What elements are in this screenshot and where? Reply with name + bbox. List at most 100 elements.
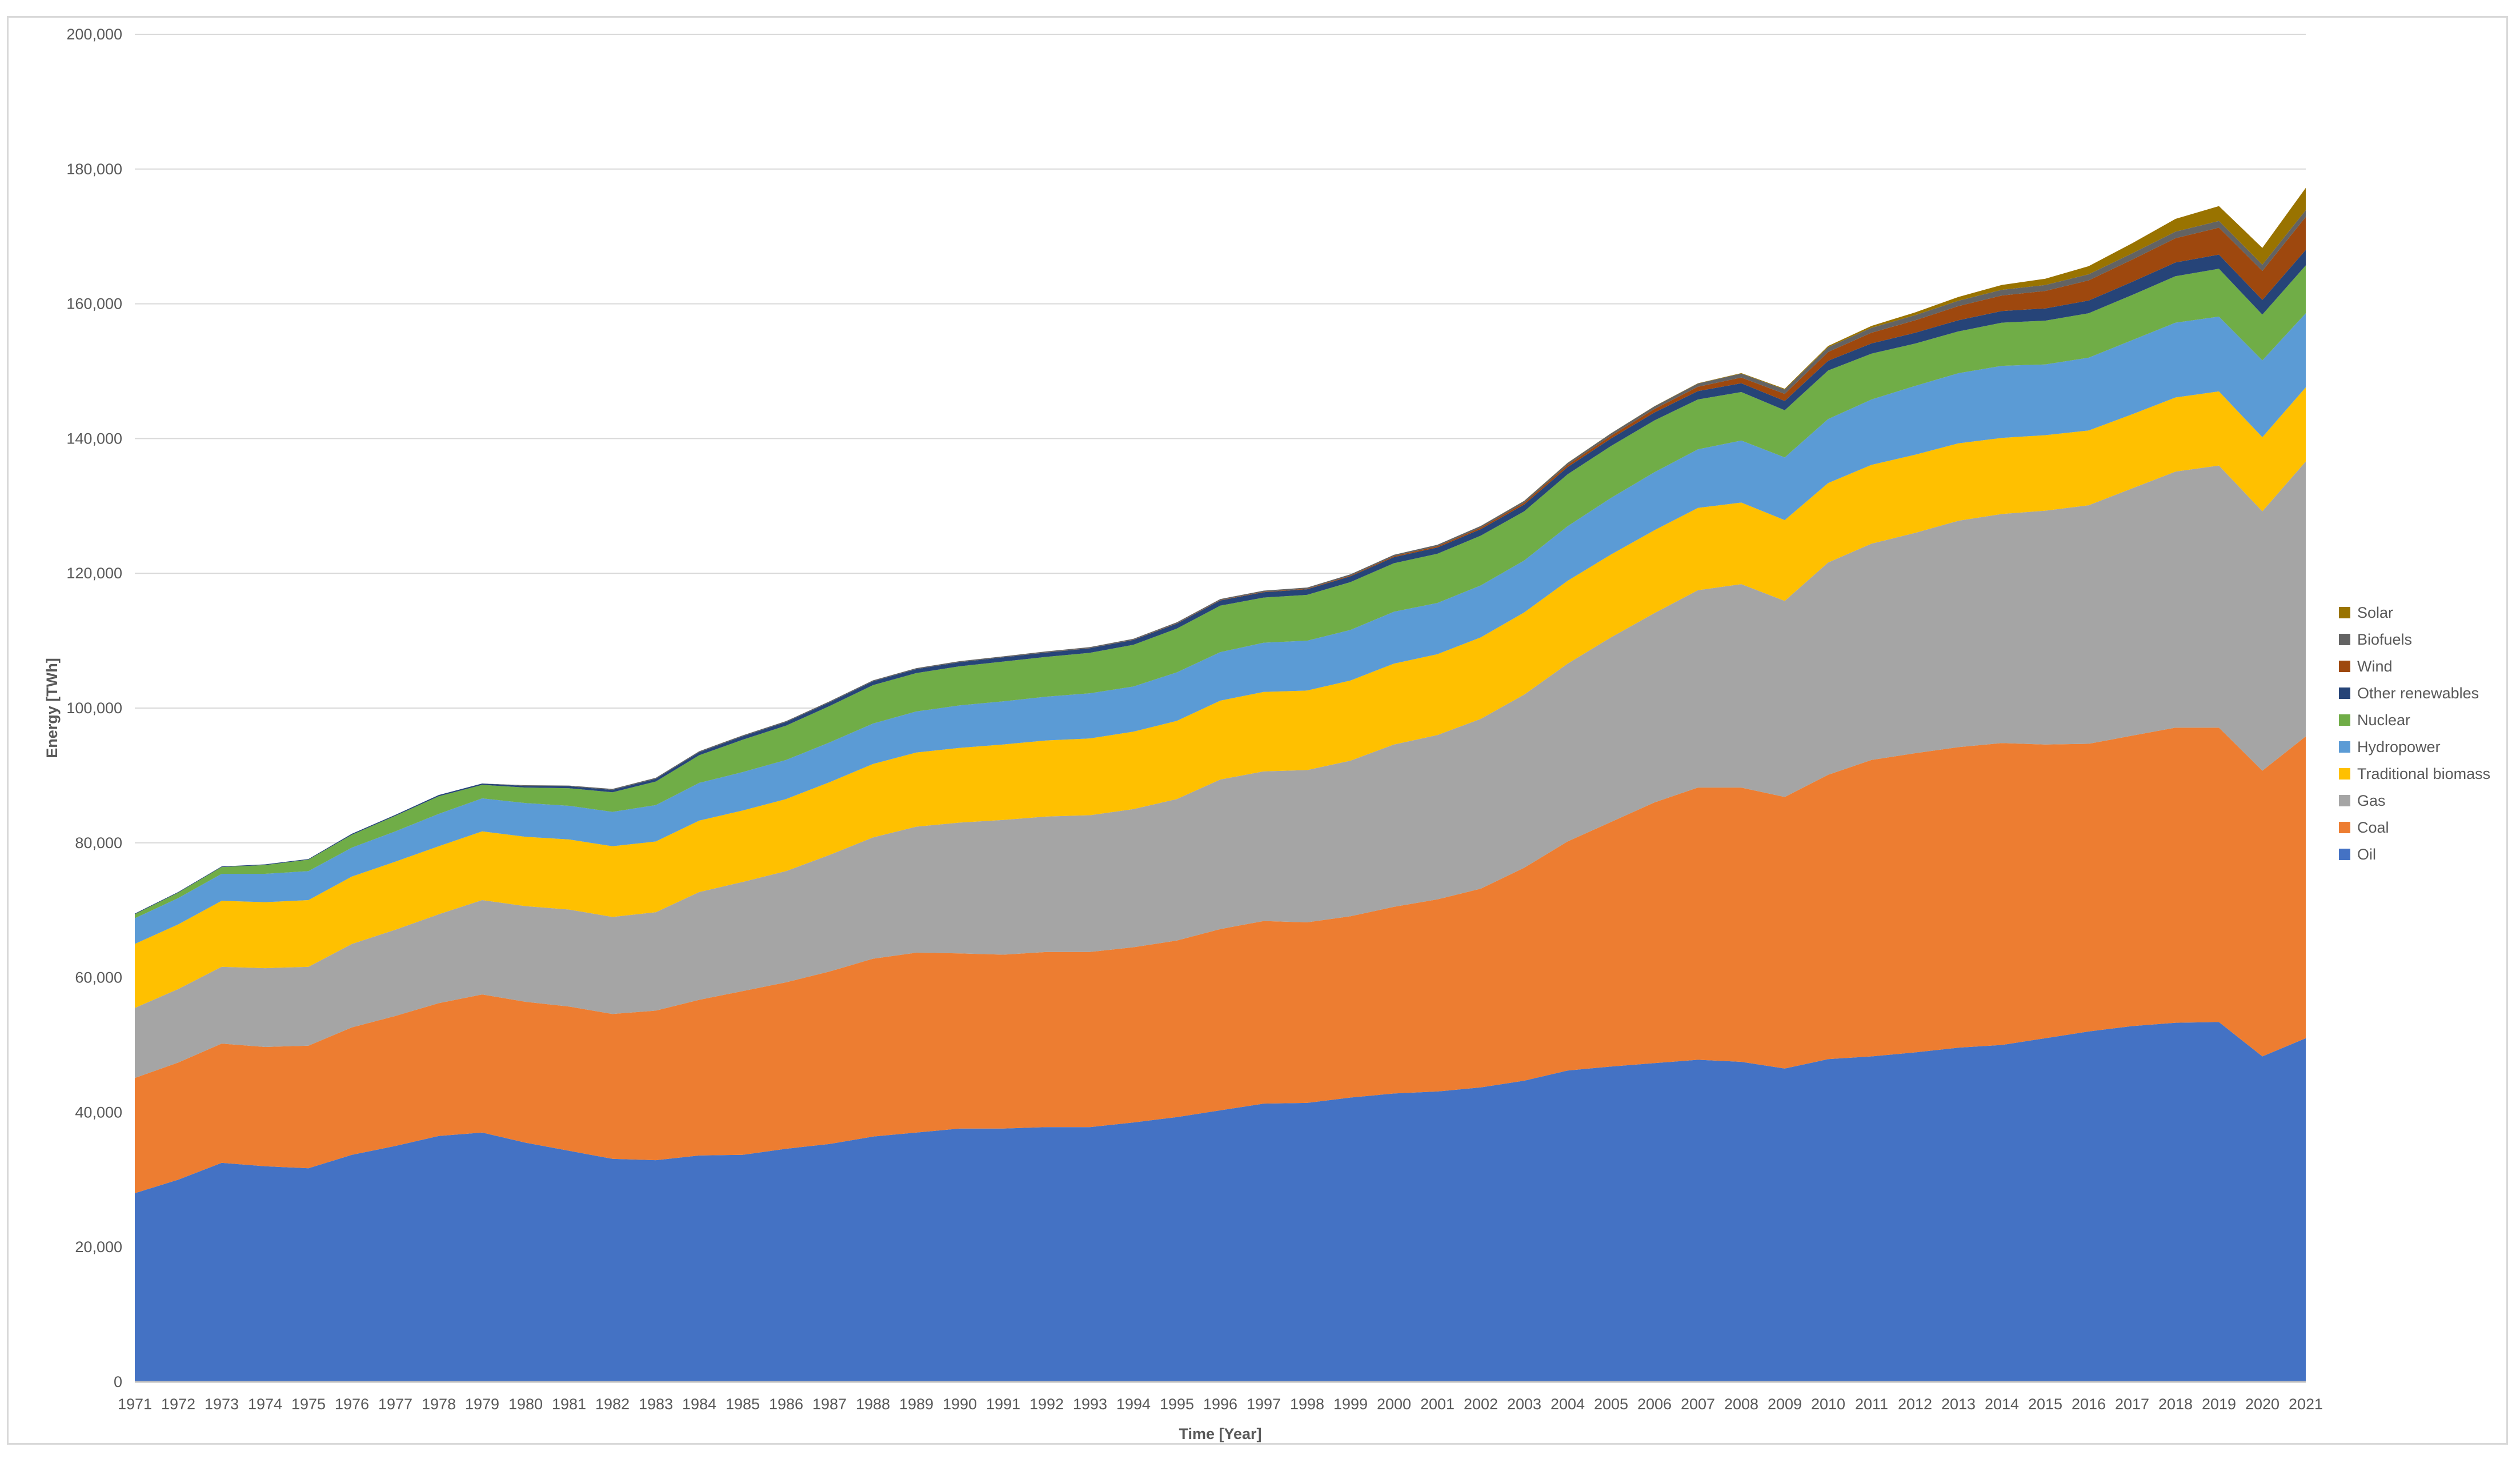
- x-tick-label: 2005: [1594, 1396, 1628, 1413]
- legend-swatch: [2339, 661, 2350, 672]
- x-tick-label: 2007: [1681, 1396, 1715, 1413]
- x-tick-label: 1987: [812, 1396, 847, 1413]
- x-tick-label: 2002: [1464, 1396, 1498, 1413]
- area-wind: [135, 217, 2306, 914]
- legend-swatch: [2339, 607, 2350, 618]
- x-tick-label: 2017: [2115, 1396, 2149, 1413]
- legend-label: Solar: [2357, 604, 2393, 621]
- legend-item-wind: Wind: [2339, 658, 2393, 675]
- y-tick-label: 60,000: [75, 969, 122, 986]
- x-tick-label: 1998: [1290, 1396, 1324, 1413]
- x-tick-label: 1980: [508, 1396, 543, 1413]
- x-tick-label: 1991: [986, 1396, 1020, 1413]
- x-tick-label: 1993: [1073, 1396, 1107, 1413]
- x-tick-label: 1981: [552, 1396, 586, 1413]
- legend: Solar Biofuels Wind Other renewables Nuclear…: [2339, 604, 2490, 863]
- area-hydropower: [135, 313, 2306, 944]
- legend-item-oil: Oil: [2339, 846, 2376, 863]
- x-tick-label: 2004: [1551, 1396, 1585, 1413]
- y-tick-label: 0: [114, 1373, 122, 1390]
- x-tick-label: 1971: [118, 1396, 152, 1413]
- legend-swatch: [2339, 714, 2350, 726]
- legend-swatch: [2339, 741, 2350, 753]
- x-tick-label: 2018: [2158, 1396, 2193, 1413]
- legend-label: Other renewables: [2357, 685, 2479, 702]
- x-tick-label: 2014: [1985, 1396, 2019, 1413]
- x-tick-label: 2016: [2072, 1396, 2106, 1413]
- x-tick-label: 2009: [1768, 1396, 1802, 1413]
- x-tick-label: 2020: [2245, 1396, 2279, 1413]
- y-tick-label: 80,000: [75, 834, 122, 852]
- legend-label: Oil: [2357, 846, 2376, 863]
- legend-swatch: [2339, 768, 2350, 780]
- x-tick-label: 1978: [422, 1396, 456, 1413]
- x-tick-label: 1979: [465, 1396, 499, 1413]
- area-gas: [135, 461, 2306, 1078]
- x-tick-label: 1989: [899, 1396, 934, 1413]
- x-tick-label: 1984: [682, 1396, 716, 1413]
- x-tick-label: 2006: [1637, 1396, 1672, 1413]
- legend-label: Wind: [2357, 658, 2393, 675]
- legend-label: Gas: [2357, 792, 2386, 809]
- x-tick-label: 1992: [1029, 1396, 1064, 1413]
- legend-label: Traditional biomass: [2357, 765, 2490, 782]
- x-tick-label: 2000: [1377, 1396, 1411, 1413]
- legend-item-gas: Gas: [2339, 792, 2386, 809]
- legend-swatch: [2339, 634, 2350, 645]
- legend-label: Biofuels: [2357, 631, 2412, 648]
- x-tick-label: 2008: [1724, 1396, 1758, 1413]
- y-tick-label: 120,000: [66, 565, 122, 582]
- x-tick-label: 1996: [1203, 1396, 1237, 1413]
- x-tick-label: 2011: [1855, 1396, 1888, 1413]
- x-tick-label: 2010: [1811, 1396, 1845, 1413]
- x-tick-label: 1972: [161, 1396, 195, 1413]
- y-tick-label: 160,000: [66, 295, 122, 313]
- x-tick-label: 2019: [2202, 1396, 2236, 1413]
- y-tick-label: 20,000: [75, 1238, 122, 1256]
- x-tick-label: 1988: [856, 1396, 890, 1413]
- legend-label: Coal: [2357, 819, 2389, 836]
- x-tick-label: 2001: [1420, 1396, 1455, 1413]
- y-axis-ticks: 0 20,000 40,000 60,000 80,000 100,000 120,000 1…: [66, 26, 122, 1390]
- legend-label: Nuclear: [2357, 711, 2410, 729]
- legend-item-other-renewables: Other renewables: [2339, 685, 2479, 702]
- legend-item-coal: Coal: [2339, 819, 2389, 836]
- legend-item-solar: Solar: [2339, 604, 2393, 621]
- legend-item-biofuels: Biofuels: [2339, 631, 2412, 648]
- legend-swatch: [2339, 822, 2350, 833]
- area-series: [135, 187, 2306, 1382]
- x-tick-label: 1976: [335, 1396, 369, 1413]
- area-coal: [135, 727, 2306, 1193]
- x-axis-title: Time [Year]: [1179, 1425, 1261, 1442]
- y-tick-label: 40,000: [75, 1104, 122, 1121]
- x-tick-label: 1994: [1116, 1396, 1151, 1413]
- x-tick-label: 1990: [943, 1396, 977, 1413]
- y-tick-label: 140,000: [66, 430, 122, 447]
- x-tick-label: 1985: [726, 1396, 760, 1413]
- x-tick-label: 1973: [205, 1396, 239, 1413]
- x-tick-label: 1974: [248, 1396, 282, 1413]
- area-nuclear: [135, 265, 2306, 918]
- x-tick-label: 1975: [291, 1396, 326, 1413]
- x-tick-label: 1986: [769, 1396, 803, 1413]
- x-tick-label: 2015: [2028, 1396, 2062, 1413]
- y-tick-label: 100,000: [66, 699, 122, 717]
- legend-swatch: [2339, 849, 2350, 860]
- legend-item-hydropower: Hydropower: [2339, 738, 2441, 756]
- x-tick-label: 1999: [1333, 1396, 1368, 1413]
- x-tick-label: 2012: [1898, 1396, 1932, 1413]
- x-tick-label: 2013: [1941, 1396, 1976, 1413]
- legend-swatch: [2339, 687, 2350, 699]
- area-traditional-biomass: [135, 387, 2306, 1008]
- y-axis-title: Energy [TWh]: [43, 658, 61, 758]
- y-tick-label: 200,000: [66, 26, 122, 43]
- x-tick-label: 2021: [2289, 1396, 2323, 1413]
- x-tick-label: 2003: [1507, 1396, 1541, 1413]
- x-tick-label: 1997: [1247, 1396, 1281, 1413]
- x-axis-ticks: 1971 1972 1973 1974 1975 1976 1977 1978 1979 1980…: [118, 1396, 2323, 1413]
- legend-item-nuclear: Nuclear: [2339, 711, 2410, 729]
- y-tick-label: 180,000: [66, 161, 122, 178]
- legend-swatch: [2339, 795, 2350, 806]
- x-tick-label: 1977: [378, 1396, 412, 1413]
